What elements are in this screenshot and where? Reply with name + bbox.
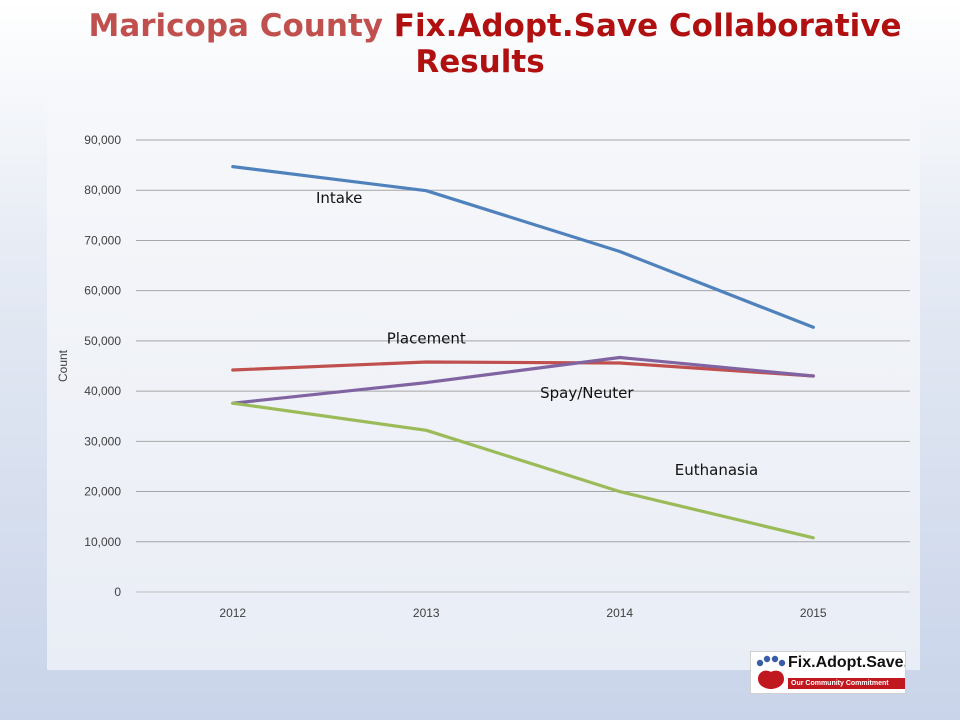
slide-title: Maricopa County Fix.Adopt.Save Collabora… [0,8,960,80]
y-tick-label: 70,000 [84,233,121,247]
line-chart: 0 10,000 20,000 30,000 40,000 50,000 60,000 70,… [56,133,910,620]
y-tick-label: 80,000 [84,183,121,197]
y-tick-label: 0 [114,585,121,599]
y-tick-label: 10,000 [84,535,121,549]
series-label: Placement [387,329,466,347]
y-tick-label: 90,000 [84,133,121,147]
y-tick-label: 20,000 [84,485,121,499]
series-line-placement [231,360,815,378]
series-label: Euthanasia [675,461,758,479]
chart-area: 0 10,000 20,000 30,000 40,000 50,000 60,000 70,… [47,80,920,670]
x-tick-label: 2015 [800,606,827,620]
series-line-euthanasia [231,401,815,540]
series-label: Spay/Neuter [540,384,634,402]
y-tick-label: 30,000 [84,434,121,448]
y-axis-title: Count [56,349,70,382]
x-tick-label: 2014 [606,606,633,620]
series-label: Intake [316,189,362,207]
x-tick-label: 2012 [219,606,246,620]
logo-text: Fix.Adopt.Save. [788,654,906,671]
y-tick-label: 40,000 [84,384,121,398]
title-program: Fix.Adopt.Save Collaborative Results [393,8,902,80]
title-county: Maricopa County [88,8,383,44]
paw-print-icon [756,655,786,689]
y-tick-label: 50,000 [84,334,121,348]
y-tick-label: 60,000 [84,284,121,298]
logo-tagline: Our Community Commitment [788,678,905,689]
fix-adopt-save-logo: Fix.Adopt.Save. Our Community Commitment [750,651,906,694]
x-tick-label: 2013 [413,606,440,620]
series-line-intake [231,164,815,329]
series-line-spay-neuter [231,355,815,405]
